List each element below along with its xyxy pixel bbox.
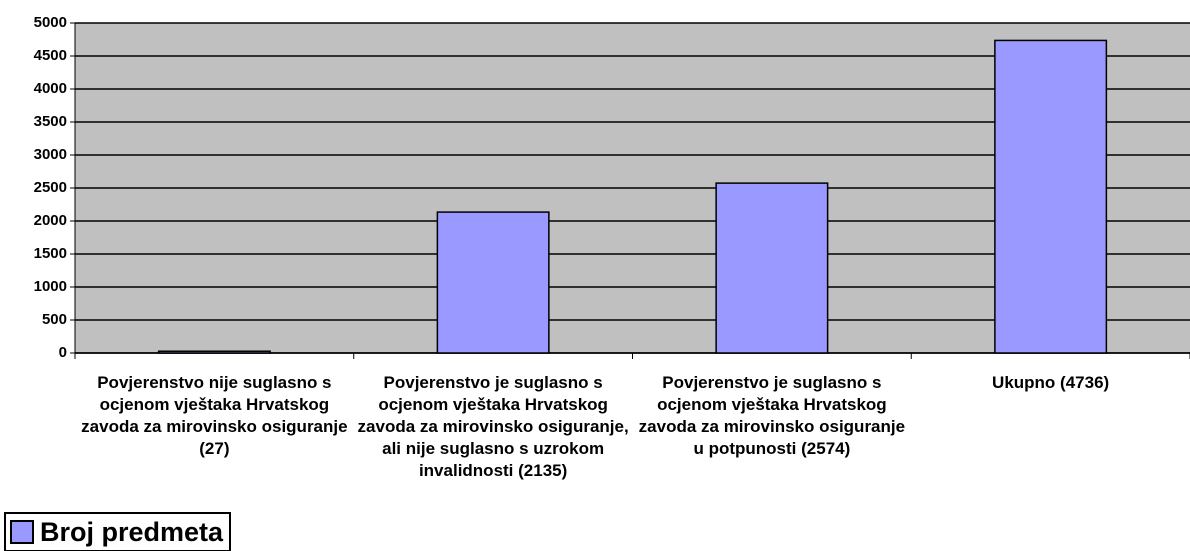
- x-tick-label: Povjerenstvo nije suglasno s ocjenom vje…: [81, 373, 348, 458]
- x-tick-label: Povjerenstvo je suglasno s ocjenom vješt…: [638, 373, 906, 458]
- y-tick-label: 5000: [34, 14, 67, 31]
- bar: [715, 182, 829, 354]
- legend: Broj predmeta: [4, 512, 232, 551]
- bar: [436, 211, 550, 354]
- legend-swatch: [10, 520, 34, 544]
- y-tick-label: 3000: [34, 146, 67, 163]
- y-tick-label: 3500: [34, 113, 67, 130]
- bar: [157, 350, 271, 354]
- y-tick-label: 1000: [34, 278, 67, 295]
- legend-label: Broj predmeta: [40, 516, 224, 547]
- y-tick-label: 0: [59, 344, 67, 361]
- x-tick-label: Ukupno (4736): [992, 373, 1110, 392]
- y-tick-label: 4000: [34, 80, 67, 97]
- y-tick-label: 500: [42, 311, 67, 328]
- bar: [994, 39, 1108, 354]
- x-tick-label: Povjerenstvo je suglasno s ocjenom vješt…: [357, 373, 629, 480]
- y-tick-label: 4500: [34, 47, 67, 64]
- y-tick-label: 1500: [34, 245, 67, 262]
- y-tick-label: 2500: [34, 179, 67, 196]
- y-tick-label: 2000: [34, 212, 67, 229]
